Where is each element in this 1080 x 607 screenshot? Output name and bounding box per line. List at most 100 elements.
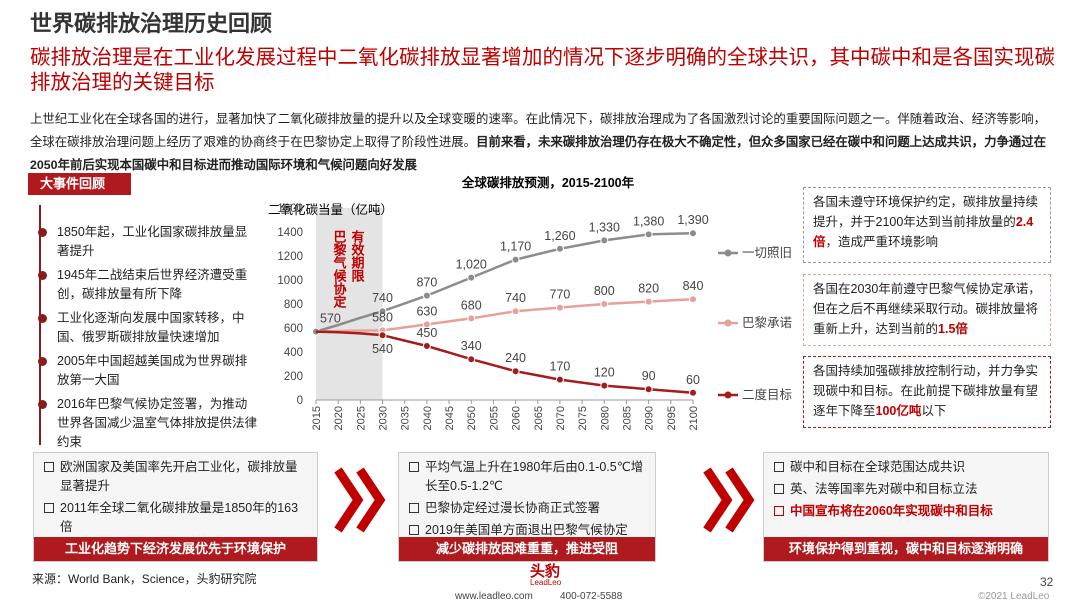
data-label: 240 <box>505 351 526 365</box>
stage-box: 平均气温上升在1980年后由0.1-0.5℃增长至0.5-1.2℃ 巴黎协定经过漫… <box>398 452 656 562</box>
point <box>644 230 653 239</box>
chart-title: 全球碳排放预测，2015-2100年 <box>461 175 635 190</box>
data-label: 90 <box>642 369 656 383</box>
data-label: 1,020 <box>456 258 487 272</box>
x-tick-label: 2015 <box>311 406 323 430</box>
data-label: 1,390 <box>677 213 708 227</box>
span-shade <box>316 208 383 400</box>
y-tick-label: 1400 <box>277 227 303 239</box>
logo: 头豹 <box>530 563 561 580</box>
point <box>644 297 653 306</box>
point <box>689 295 697 304</box>
point <box>555 303 564 312</box>
y-tick-label: 600 <box>284 323 303 335</box>
data-label: 840 <box>683 279 704 293</box>
bullet: 英、法等国率先对碳中和目标立法 <box>772 480 1040 499</box>
data-label: 340 <box>461 339 482 353</box>
note-text: 各国未遵守环境保护约定，碳排放量持续提升，并于2100年达到当前排放量的 <box>813 195 1039 229</box>
bullet: 中国宣布将在2060年实现碳中和目标 <box>772 502 1040 521</box>
bullet: 2011年全球二氧化碳排放量是1850年的163倍 <box>42 499 309 537</box>
annotation: 有效期限 <box>350 229 365 283</box>
note-text: 各国在2030年前遵守巴黎气候协定承诺，但在之后不再继续采取行动。碳排放量将重新… <box>813 282 1041 336</box>
point <box>422 320 431 329</box>
title: 世界碳排放治理历史回顾 <box>30 11 273 36</box>
intro: 上世纪工业化在全球各国的进行，显著加快了二氧化碳排放量的提升以及全球变暖的速率。… <box>30 108 1055 177</box>
point <box>555 244 564 253</box>
data-label: 820 <box>638 282 659 296</box>
point <box>378 307 387 316</box>
stage-footer: 工业化趋势下经济发展优先于环境保护 <box>34 537 317 561</box>
data-label: 870 <box>416 276 437 290</box>
x-tick-label: 2085 <box>621 406 633 430</box>
data-label: 570 <box>320 312 341 326</box>
bullet: 平均气温上升在1980年后由0.1-0.5℃增长至0.5-1.2℃ <box>407 458 647 496</box>
point <box>555 375 564 384</box>
point <box>511 367 520 376</box>
data-label: 1,260 <box>544 229 575 243</box>
data-label: 1,170 <box>500 240 531 254</box>
event: 1945年二战结束后世界经济遭受重创，碳排放量有所下降 <box>38 266 257 304</box>
annotation: 巴黎气候协定 <box>332 230 348 309</box>
legend-dot <box>724 391 732 399</box>
chevrons <box>334 467 755 533</box>
point <box>422 342 431 350</box>
stage-box: 欧洲国家及美国率先开启工业化，碳排放量显著提升 2011年全球二氧化碳排放量是18… <box>33 452 318 562</box>
timeline-line <box>39 205 41 445</box>
data-label: 60 <box>686 373 700 387</box>
data-label: 580 <box>372 310 393 324</box>
bullet: 巴黎协定经过漫长协商正式签署 <box>407 499 647 518</box>
point <box>422 291 431 300</box>
note-text: 以下 <box>921 404 947 418</box>
x-tick-label: 2055 <box>488 406 500 430</box>
data-label: 800 <box>594 284 615 298</box>
x-tick-label: 2020 <box>333 406 345 430</box>
note-highlight: 1.5倍 <box>938 322 968 336</box>
x-tick-label: 2090 <box>644 406 656 430</box>
event: 工业化逐渐向发展中国家转移，中国、俄罗斯碳排放量快速增加 <box>38 309 257 347</box>
data-label: 120 <box>594 366 615 380</box>
x-tick-label: 2060 <box>511 406 523 430</box>
x-tick-label: 2030 <box>378 406 390 430</box>
legend-label: 巴黎承诺 <box>742 316 792 330</box>
note-box: 各国未遵守环境保护约定，碳排放量持续提升，并于2100年达到当前排放量的2.4倍… <box>803 187 1051 263</box>
point <box>689 388 697 397</box>
bullet: 欧洲国家及美国率先开启工业化，碳排放量显著提升 <box>42 458 309 496</box>
subtitle: 碳排放治理是在工业化发展过程中二氧化碳排放显著增加的情况下逐步明确的全球共识，其… <box>30 46 1055 94</box>
x-tick-label: 2070 <box>555 406 567 430</box>
x-tick-label: 2040 <box>422 406 434 430</box>
point <box>600 300 609 308</box>
x-tick-label: 2025 <box>355 406 367 430</box>
page-number: 32 <box>1040 575 1054 589</box>
site: www.leadleo.com <box>455 591 533 602</box>
note-text: ，造成严重环境影响 <box>825 235 939 249</box>
phone: 400-072-5588 <box>560 591 623 602</box>
x-tick-label: 2075 <box>577 406 589 430</box>
event: 1850年起，工业化国家碳排放量显著提升 <box>38 223 257 261</box>
note-box: 各国在2030年前遵守巴黎气候协定承诺，但在之后不再继续采取行动。碳排放量将重新… <box>803 274 1051 346</box>
y-tick-label: 1000 <box>277 275 303 287</box>
point <box>467 355 476 364</box>
x-tick-label: 2045 <box>444 406 456 430</box>
stage-footer: 环境保护得到重视，碳中和目标逐渐明确 <box>764 537 1048 561</box>
point <box>689 229 697 238</box>
bullet: 碳中和目标在全球范围达成共识 <box>772 458 1040 477</box>
x-tick-label: 2035 <box>400 406 412 430</box>
point <box>644 385 653 394</box>
y-tick-label: 1200 <box>277 251 303 263</box>
x-tick-label: 2100 <box>688 406 700 430</box>
point <box>600 236 609 245</box>
tag: 大事件回顾 <box>28 173 131 195</box>
data-label: 450 <box>416 326 437 340</box>
data-label: 740 <box>372 291 393 305</box>
note-text: 各国持续加强碳排放控制行动，并力争实现碳中和目标。在此前提下碳排放量有望逐年下降… <box>813 364 1039 418</box>
intro-text: 上世纪工业化在全球各国的进行，显著加快了二氧化碳排放量的提升以及全球变暖的速率。… <box>30 112 1047 149</box>
event: 2016年巴黎气候协定签署，为推动世界各国减少温室气体排放提供法律约束 <box>38 395 257 452</box>
legend-dot <box>724 319 732 327</box>
y-tick-label: 200 <box>284 371 303 383</box>
timeline: 1850年起，工业化国家碳排放量显著提升 1945年二战结束后世界经济遭受重创，碳… <box>38 223 257 457</box>
note-box: 各国持续加强碳排放控制行动，并力争实现碳中和目标。在此前提下碳排放量有望逐年下降… <box>803 356 1051 428</box>
stage-box: 碳中和目标在全球范围达成共识 英、法等国率先对碳中和目标立法 中国宣布将在2060年… <box>763 452 1049 562</box>
brand: LeadLeo <box>530 578 562 587</box>
